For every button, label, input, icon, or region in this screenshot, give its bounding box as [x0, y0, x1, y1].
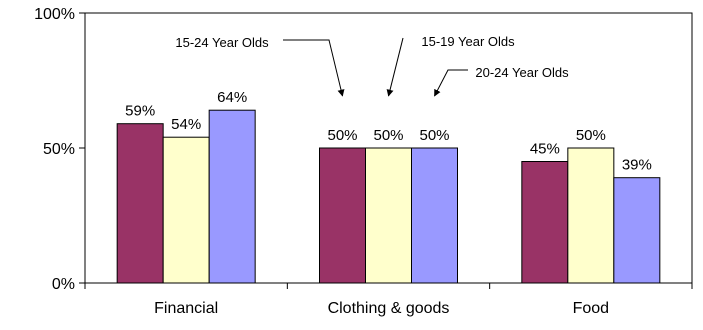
data-label: 54% [171, 116, 201, 133]
data-label: 45% [530, 141, 560, 158]
bar-financial-series-2 [162, 136, 210, 284]
bar-financial-series-1 [116, 123, 164, 284]
category-label: Clothing & goods [328, 300, 450, 317]
data-label: 59% [125, 103, 155, 120]
bars [116, 109, 661, 284]
annotation-arrow [434, 69, 468, 97]
annotation-arrow [386, 37, 404, 97]
data-labels: 59% 50% 45% 54% 50% 50% 64% 50% 39% [125, 89, 652, 174]
data-label: 39% [622, 157, 652, 174]
axes: 0% 50% 100% Financial Clothing & goods Food [34, 6, 693, 317]
bar-clothing-goods-series-2 [365, 147, 412, 284]
y-tick-label: 100% [34, 6, 75, 23]
data-label: 50% [419, 127, 449, 144]
annotation-label: 15-24 Year Olds [175, 35, 269, 50]
bar-food-series-2 [567, 147, 615, 284]
bar-financial-series-3 [208, 109, 256, 284]
category-label: Financial [154, 300, 218, 317]
bar-food-series-1 [521, 161, 569, 284]
bar-clothing-goods-series-1 [319, 147, 366, 284]
data-label: 64% [217, 89, 247, 106]
y-tick-label: 0% [52, 276, 75, 293]
annotations: 15-24 Year Olds 15-19 Year Olds 20-24 Year… [175, 34, 569, 97]
annotation-arrow [283, 39, 345, 97]
data-label: 50% [373, 127, 403, 144]
bar-food-series-3 [613, 177, 661, 284]
category-label: Food [573, 300, 609, 317]
y-tick-label: 50% [43, 141, 75, 158]
bar-clothing-goods-series-3 [411, 147, 458, 284]
annotation-label: 20-24 Year Olds [475, 65, 569, 80]
data-label: 50% [327, 127, 357, 144]
data-label: 50% [576, 127, 606, 144]
annotation-label: 15-19 Year Olds [421, 34, 515, 49]
